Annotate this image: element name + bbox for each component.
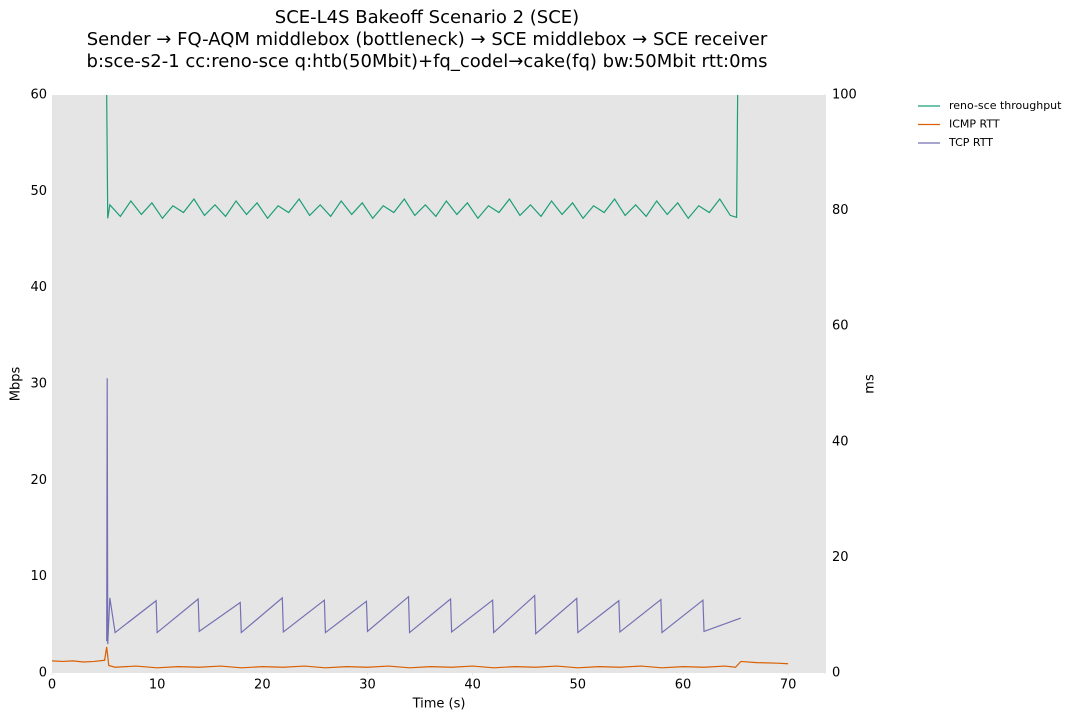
y2-tick-label: 80 [832, 203, 849, 218]
series-line [52, 646, 789, 669]
y-axis-label: Mbps [9, 367, 24, 402]
y2-axis-label: ms [863, 374, 878, 394]
legend-label: ICMP RTT [949, 118, 1000, 131]
x-tick-label: 60 [675, 678, 692, 693]
plot-area [52, 95, 826, 673]
series-line [106, 95, 739, 220]
y-tick-label: 60 [30, 88, 47, 103]
x-tick-label: 0 [48, 678, 56, 693]
chart-subtitle: Sender → FQ-AQM middlebox (bottleneck) →… [87, 29, 768, 50]
y-tick-label: 10 [30, 569, 47, 584]
x-tick-label: 30 [359, 678, 376, 693]
y2-tick-label: 60 [832, 319, 849, 334]
x-tick-label: 50 [570, 678, 587, 693]
legend-label: reno-sce throughput [949, 99, 1062, 112]
y2-tick-label: 100 [832, 88, 857, 103]
series-line [106, 378, 742, 645]
x-tick-label: 40 [464, 678, 481, 693]
chart-subtitle: b:sce-s2-1 cc:reno-sce q:htb(50Mbit)+fq_… [87, 51, 768, 72]
y2-tick-label: 40 [832, 434, 849, 449]
y-tick-label: 50 [30, 184, 47, 199]
chart-title: SCE-L4S Bakeoff Scenario 2 (SCE) [275, 7, 579, 28]
x-tick-label: 10 [149, 678, 166, 693]
x-axis-label: Time (s) [412, 697, 466, 712]
y-tick-label: 40 [30, 280, 47, 295]
y-tick-label: 30 [30, 377, 47, 392]
legend-label: TCP RTT [948, 136, 993, 149]
x-tick-label: 20 [254, 678, 271, 693]
y-tick-label: 20 [30, 473, 47, 488]
x-tick-label: 70 [780, 678, 797, 693]
y2-tick-label: 20 [832, 550, 849, 565]
y2-tick-label: 0 [832, 666, 840, 681]
y-tick-label: 0 [39, 666, 47, 681]
